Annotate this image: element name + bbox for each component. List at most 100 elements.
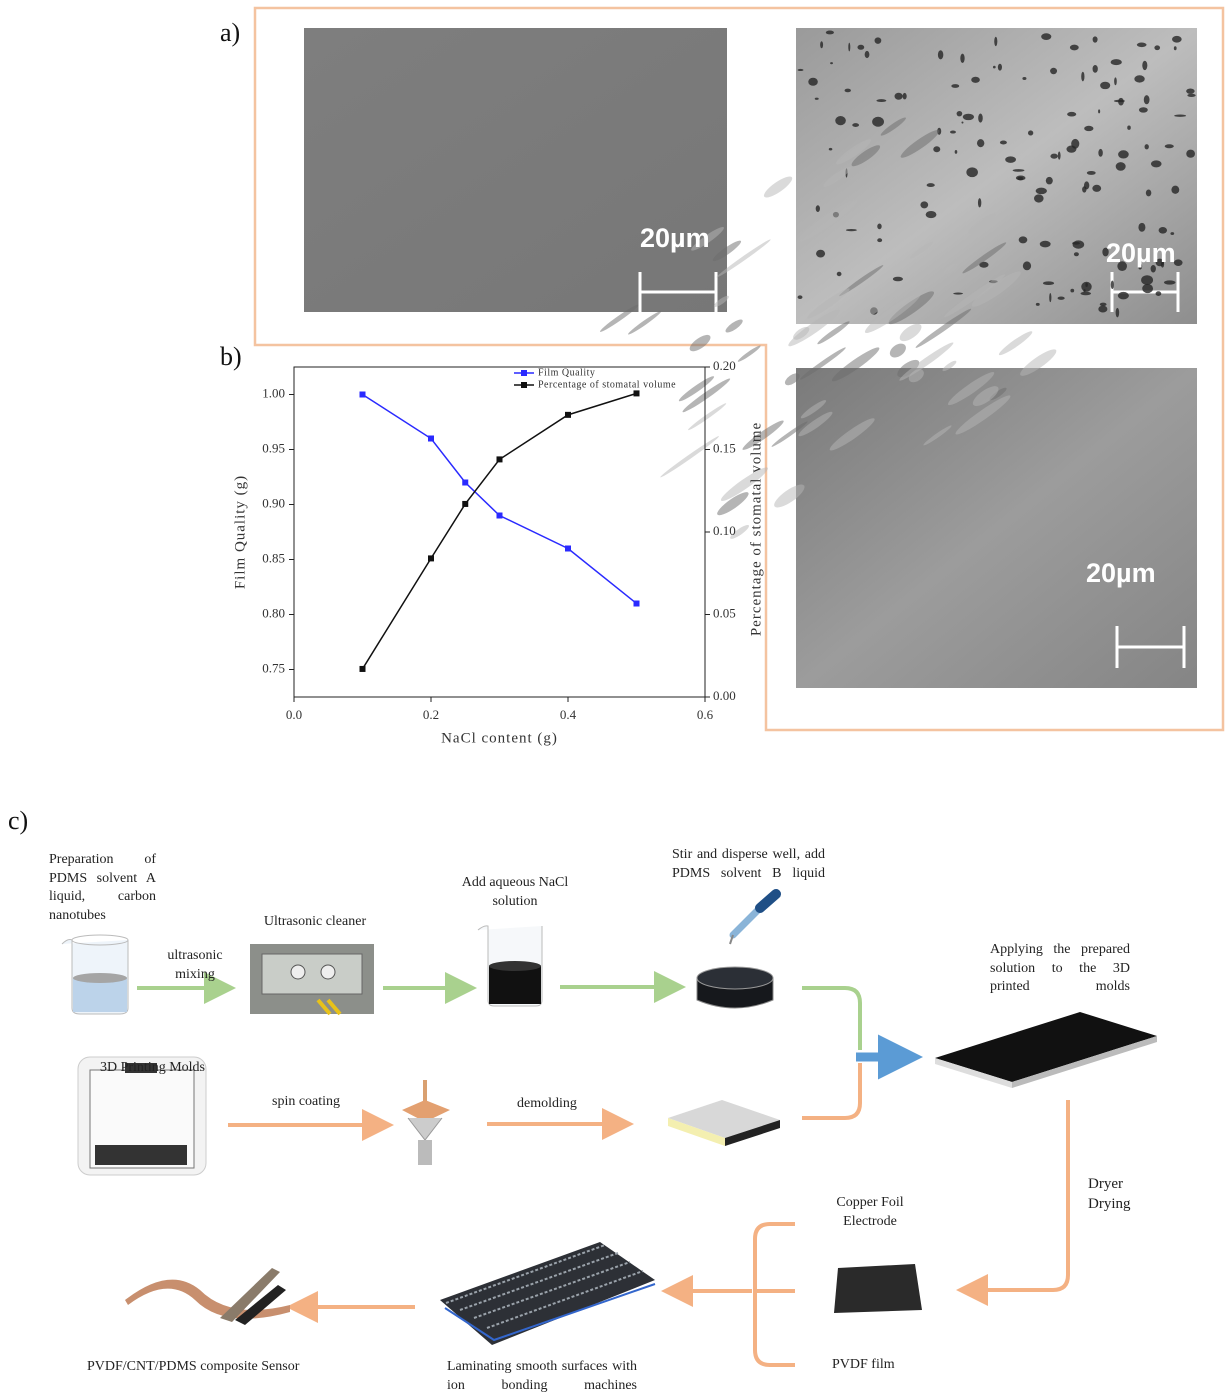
edge-label: Dryer Drying (1088, 1174, 1148, 1214)
pore (1159, 227, 1167, 234)
pore (816, 250, 825, 258)
pore (1050, 154, 1057, 159)
sem-image (304, 28, 727, 312)
pore (951, 84, 959, 88)
y-axis-label: Film Quality (g) (232, 475, 248, 589)
pore (1156, 291, 1162, 296)
y2-tick-label: 0.00 (713, 688, 736, 703)
pore (1072, 242, 1080, 245)
pore (1081, 282, 1091, 292)
legend-label: Percentage of stomatal volume (538, 379, 676, 390)
scale-label: 20µm (1086, 558, 1156, 588)
pore (876, 99, 886, 102)
edge-label: ultrasonic mixing (155, 947, 235, 984)
pore (1165, 144, 1174, 148)
pore (998, 64, 1002, 71)
pore (875, 37, 882, 43)
pore (961, 122, 963, 124)
pore (1164, 280, 1176, 284)
y2-tick-label: 0.05 (713, 605, 736, 620)
pore (816, 205, 820, 212)
pore (1087, 171, 1096, 175)
y-tick-label: 0.95 (262, 440, 285, 455)
texture (897, 320, 924, 344)
data-point (462, 480, 468, 486)
pore (1005, 156, 1016, 163)
pore (1081, 72, 1084, 82)
pore (978, 198, 981, 207)
pore (1058, 297, 1065, 300)
pore (1100, 303, 1107, 306)
pore (808, 78, 818, 86)
plot-frame (294, 367, 705, 697)
x-tick-label: 0.4 (560, 707, 577, 722)
pore (1046, 177, 1053, 185)
pore (1022, 77, 1026, 80)
legend-marker (521, 370, 527, 376)
pore (857, 45, 864, 50)
data-point (360, 392, 366, 398)
x-axis-label: NaCl content (g) (441, 730, 558, 746)
pore (1036, 188, 1047, 195)
pore (1111, 59, 1122, 65)
pore (1138, 223, 1145, 232)
pore (1043, 281, 1054, 285)
data-point (428, 555, 434, 561)
panel-label: a) (220, 24, 240, 43)
node-label: Ultrasonic cleaner (240, 913, 390, 932)
pore (798, 69, 804, 71)
pore (1093, 36, 1098, 42)
pore (829, 148, 833, 151)
pore (1098, 109, 1100, 113)
pore (1141, 275, 1153, 285)
figure: 20µm 20µm 20µm 0.750.800.850.900.951.000… (0, 0, 1226, 1393)
pore (977, 139, 984, 147)
pore (953, 293, 963, 295)
x-tick-label: 0.6 (697, 707, 714, 722)
pore (837, 272, 842, 276)
texture (737, 344, 762, 363)
pore (798, 295, 803, 299)
pore (971, 77, 980, 83)
pore (1082, 186, 1086, 192)
y-tick-label: 0.75 (262, 660, 285, 675)
y-tick-label: 0.90 (262, 495, 285, 510)
scale-label: 20µm (1106, 238, 1176, 268)
pore (927, 183, 935, 187)
texture (887, 341, 908, 361)
pore (1098, 149, 1102, 157)
pore (1074, 252, 1079, 256)
y-tick-label: 0.85 (262, 550, 285, 565)
pore (1028, 130, 1033, 135)
texture (761, 173, 794, 201)
legend-label: Film Quality (538, 367, 595, 378)
pore (1116, 162, 1126, 171)
chart: 0.750.800.850.900.951.000.000.050.100.15… (232, 358, 764, 746)
pore (1067, 112, 1076, 117)
pore (820, 41, 823, 48)
pore (1111, 280, 1114, 289)
pore (826, 31, 834, 35)
pore (1016, 175, 1026, 180)
node-label: PVDF film (832, 1356, 895, 1375)
sem-image (796, 368, 1197, 688)
pore (1172, 36, 1182, 43)
pore (1171, 186, 1179, 194)
pore (1114, 100, 1125, 102)
data-point (565, 412, 571, 418)
pore (1073, 240, 1085, 248)
pore (1098, 306, 1107, 313)
y2-tick-label: 0.10 (713, 523, 736, 538)
pore (846, 229, 857, 231)
pore (1070, 45, 1079, 51)
pore (1041, 33, 1051, 40)
node-label: Add aqueous NaCl solution (445, 874, 585, 911)
node-label: PVDF/CNT/PDMS composite Sensor (87, 1358, 299, 1377)
pore (1050, 68, 1057, 74)
pore (978, 114, 983, 123)
pore (1137, 43, 1147, 48)
pore (1118, 292, 1129, 299)
y2-tick-label: 0.15 (713, 440, 736, 455)
series-line (363, 395, 637, 604)
pore (1118, 150, 1129, 158)
